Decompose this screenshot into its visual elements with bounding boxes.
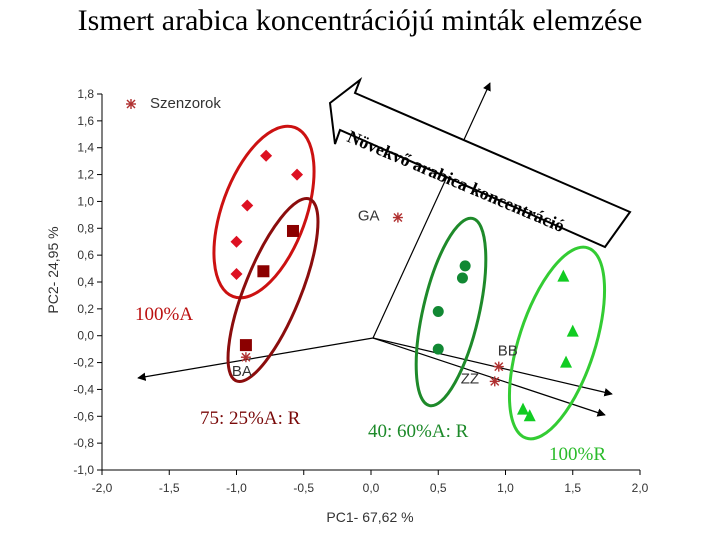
x-tick-label: 0,5 [430,481,447,495]
y-tick-label: 0,6 [77,248,94,262]
data-point-circle [456,272,468,284]
y-tick-label: -0,8 [73,436,94,450]
data-point-circle [432,306,444,318]
sensor-label: GA [358,208,380,225]
x-tick-label: -1,0 [226,481,247,495]
data-point-triangle [516,402,529,415]
group-label-75-25: 75: 25%A: R [200,408,301,429]
data-point-diamond [230,235,243,248]
loading-vector-bb [372,337,613,397]
data-point-square [257,265,270,278]
y-tick-label: 0,4 [77,275,94,289]
data-point-diamond [260,149,273,162]
ellipse-75-25 [226,197,320,383]
legend: Szenzorok [126,95,221,112]
y-tick-label: -0,6 [73,409,94,423]
group-ellipses [212,124,607,441]
data-point-asterisk [392,212,403,223]
data-point-asterisk [493,361,504,372]
y-tick-label: 0,2 [77,302,94,316]
data-point-triangle [557,269,570,282]
data-point-triangle [566,324,579,337]
plot-panel [36,66,654,531]
sensor-label: BB [498,343,518,360]
legend-marker-szenzorok [126,99,136,109]
x-tick-label: -2,0 [92,481,113,495]
x-tick-label: 0,0 [363,481,380,495]
data-point-circle [459,260,471,272]
group-label-100r: 100%R [549,444,606,465]
x-tick-label: -1,5 [159,481,180,495]
x-tick-label: -0,5 [293,481,314,495]
y-tick-label: 1,4 [77,141,94,155]
y-tick-label: -0,4 [73,382,94,396]
y-tick-label: 1,0 [77,194,94,208]
data-point-asterisk [240,352,251,363]
legend-label-szenzorok: Szenzorok [150,95,221,112]
data-point-diamond [291,168,304,181]
y-tick-label: 1,6 [77,114,94,128]
y-tick-label: -1,0 [73,463,94,477]
x-axis-label: PC1- 67,62 % [326,509,413,525]
y-tick-label: 1,8 [77,87,94,101]
data-point-circle [432,343,444,355]
ellipse-100a [212,124,316,300]
x-tick-label: 1,5 [564,481,581,495]
concentration-arrow [328,77,632,249]
loading-vector-ga [372,82,491,339]
y-tick-group: 1,8 1,6 1,4 1,2 1,0 0,8 0,6 0,4 0,2 0,0 -0,2 -0,4 -0… [73,87,102,477]
loading-vector-zz [372,337,606,417]
data-point-square [239,339,252,352]
y-tick-label: 1,2 [77,168,94,182]
y-tick-label: 0,0 [77,329,94,343]
page-title: Ismert arabica koncentrációjú minták ele… [77,4,643,37]
data-point-triangle [560,355,573,368]
x-tick-group: -2,0 -1,5 -1,0 -0,5 0,0 0,5 1,0 1,5 2,0 [92,470,649,495]
loading-vectors [137,82,613,417]
ellipse-40-60 [414,216,488,408]
y-tick-label: 0,8 [77,221,94,235]
y-tick-label: -0,2 [73,356,94,370]
legend-asterisk-icon [126,99,136,109]
data-points: GA BA BB ZZ [230,149,579,422]
data-point-diamond [230,267,243,280]
x-tick-label: 1,0 [497,481,514,495]
y-axis-label: PC2- 24,95 % [45,226,61,313]
x-tick-label: 2,0 [632,481,649,495]
sensor-label: BA [232,363,252,380]
loading-vector-ba [137,337,374,381]
ellipse-100r [507,245,607,441]
group-label-100a: 100%A [135,304,193,325]
sensor-label: ZZ [461,370,479,387]
data-point-diamond [241,199,254,212]
group-label-40-60: 40: 60%A: R [368,421,469,442]
data-point-square [286,224,299,237]
data-point-asterisk [489,376,500,387]
data-point-triangle [523,409,536,422]
